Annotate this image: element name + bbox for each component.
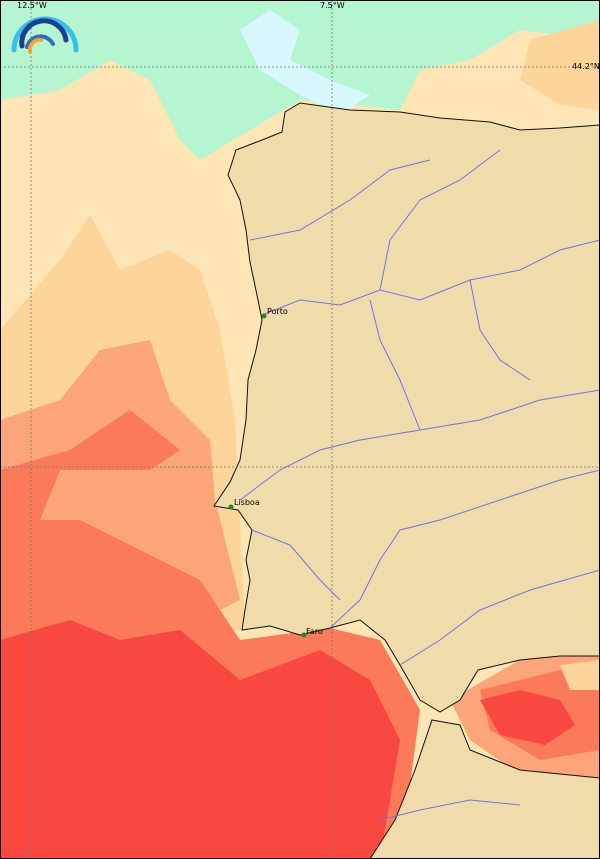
grid-label-lon-right: 7.5°W — [320, 1, 345, 10]
river-tributary — [379, 149, 501, 291]
rivers — [239, 149, 600, 821]
grid-label-lat-top: 44.2°N — [572, 62, 600, 71]
city-label-porto: Porto — [267, 307, 288, 316]
river-tributary — [369, 299, 421, 431]
ocean-peach-ne — [520, 20, 600, 110]
city-marker-porto[interactable] — [261, 313, 267, 319]
river-tributary — [469, 279, 531, 381]
city-marker-lisboa[interactable] — [228, 504, 234, 510]
city-label-lisboa: Lisboa — [234, 498, 260, 507]
river-sado — [251, 529, 341, 601]
grid-label-lon-left: 12.5°W — [17, 1, 47, 10]
africa-land — [369, 719, 600, 859]
city-marker-faro[interactable] — [301, 632, 307, 638]
river-guadalquivir — [399, 569, 600, 666]
med-red — [480, 690, 575, 745]
river-douro — [261, 239, 600, 316]
ocean-red — [0, 620, 400, 859]
rainbow-arcs-logo — [11, 16, 79, 54]
river-tejo — [239, 389, 600, 501]
iberia-land — [213, 102, 600, 713]
city-label-faro: Faro — [306, 627, 323, 636]
river-guadiana — [329, 469, 600, 629]
med-peach — [560, 660, 600, 690]
river-africa — [379, 799, 521, 821]
ocean-cyan — [240, 10, 370, 115]
river-minho — [249, 159, 431, 241]
